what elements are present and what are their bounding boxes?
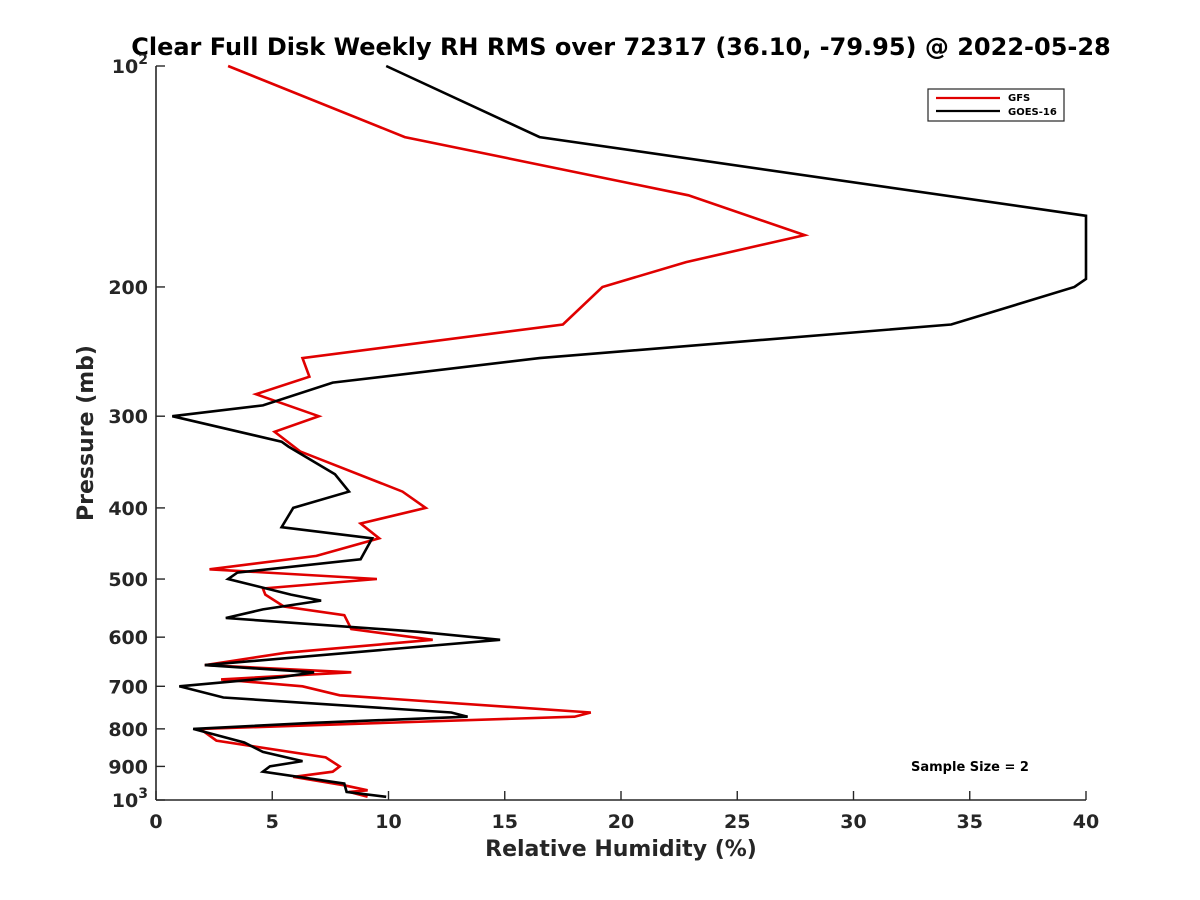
x-tick-label: 40 bbox=[1073, 811, 1099, 833]
y-tick-label: 800 bbox=[108, 719, 148, 741]
legend: GFS GOES-16 bbox=[927, 88, 1065, 122]
x-axis-label: Relative Humidity (%) bbox=[485, 837, 757, 862]
x-tick-label: 35 bbox=[957, 811, 983, 833]
x-tick-label: 10 bbox=[375, 811, 401, 833]
y-tick-label: 102 bbox=[112, 52, 148, 78]
series-line-gfs bbox=[196, 64, 810, 799]
series-layer bbox=[172, 64, 1088, 799]
y-tick-label: 300 bbox=[108, 406, 148, 428]
x-tick-label: 25 bbox=[724, 811, 750, 833]
y-tick-label: 200 bbox=[108, 277, 148, 299]
y-tick-label: 500 bbox=[108, 569, 148, 591]
legend-label-goes16: GOES-16 bbox=[1008, 107, 1057, 118]
sample-size-annotation: Sample Size = 2 bbox=[911, 760, 1029, 775]
y-tick-label: 700 bbox=[108, 676, 148, 698]
y-tick-label: 900 bbox=[108, 756, 148, 778]
plot-axes bbox=[155, 66, 1086, 801]
y-tick-label: 600 bbox=[108, 627, 148, 649]
y-tick-label: 103 bbox=[112, 786, 148, 812]
y-axis-label: Pressure (mb) bbox=[74, 345, 99, 521]
x-tick-label: 0 bbox=[149, 811, 162, 833]
chart-title: Clear Full Disk Weekly RH RMS over 72317… bbox=[131, 33, 1111, 61]
legend-box bbox=[927, 88, 1065, 122]
legend-label-gfs: GFS bbox=[1008, 93, 1030, 104]
x-ticks: 0 5 10 15 20 25 30 35 40 bbox=[149, 791, 1099, 833]
x-tick-label: 20 bbox=[608, 811, 634, 833]
x-tick-label: 5 bbox=[266, 811, 279, 833]
x-tick-label: 15 bbox=[492, 811, 518, 833]
y-tick-label: 400 bbox=[108, 498, 148, 520]
series-line-goes16 bbox=[172, 64, 1088, 799]
x-tick-label: 30 bbox=[840, 811, 866, 833]
y-ticks: 102 200 300 400 500 600 700 800 900 103 bbox=[108, 52, 165, 812]
